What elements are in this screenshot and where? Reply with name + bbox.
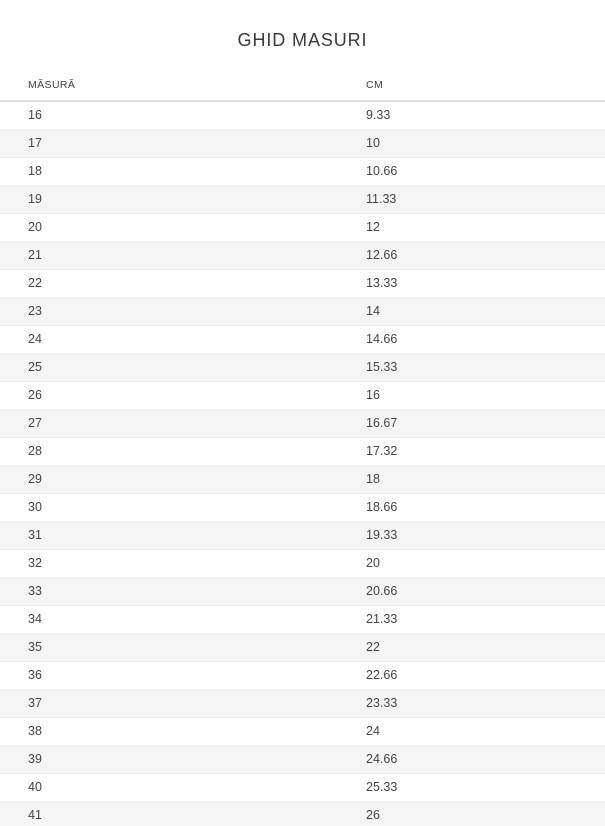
table-row: 38 24 [0,717,605,746]
size-table-container: MĂSURĂ CM 16 9.33 17 10 18 10.66 19 11.33 20 12 21… [0,77,605,826]
page-title: GHID MASURI [237,30,368,50]
table-row: 29 18 [0,465,605,494]
cell-size: 24 [0,325,348,354]
table-row: 17 10 [0,129,605,158]
table-row: 26 16 [0,381,605,410]
cell-size: 28 [0,437,348,466]
cell-cm: 16 [348,381,605,410]
cell-size: 31 [0,521,348,550]
table-row: 32 20 [0,549,605,578]
cell-cm: 17.32 [348,437,605,466]
cell-cm: 24.66 [348,745,605,774]
table-row: 25 15.33 [0,353,605,382]
table-row: 33 20.66 [0,577,605,606]
cell-cm: 26 [348,801,605,826]
cell-size: 16 [0,101,348,130]
table-header-row: MĂSURĂ CM [0,77,605,102]
cell-cm: 12 [348,213,605,242]
cell-cm: 15.33 [348,353,605,382]
cell-cm: 20.66 [348,577,605,606]
table-row: 16 9.33 [0,101,605,130]
table-row: 35 22 [0,633,605,662]
cell-size: 37 [0,689,348,718]
cell-cm: 11.33 [348,185,605,214]
cell-cm: 14.66 [348,325,605,354]
cell-cm: 12.66 [348,241,605,270]
cell-cm: 23.33 [348,689,605,718]
table-row: 34 21.33 [0,605,605,634]
cell-size: 32 [0,549,348,578]
cell-size: 34 [0,605,348,634]
cell-cm: 10.66 [348,157,605,186]
column-header-cm: CM [348,77,605,102]
table-row: 22 13.33 [0,269,605,298]
table-row: 40 25.33 [0,773,605,802]
cell-size: 39 [0,745,348,774]
cell-size: 38 [0,717,348,746]
table-body: 16 9.33 17 10 18 10.66 19 11.33 20 12 21 12.66 22 13.… [0,101,605,826]
table-row: 23 14 [0,297,605,326]
column-header-size: MĂSURĂ [0,77,348,102]
table-row: 19 11.33 [0,185,605,214]
cell-size: 30 [0,493,348,522]
cell-size: 20 [0,213,348,242]
cell-size: 21 [0,241,348,270]
cell-cm: 22.66 [348,661,605,690]
cell-cm: 22 [348,633,605,662]
size-guide-table: MĂSURĂ CM 16 9.33 17 10 18 10.66 19 11.33 20 12 21… [0,77,605,826]
cell-cm: 21.33 [348,605,605,634]
table-row: 39 24.66 [0,745,605,774]
table-row: 24 14.66 [0,325,605,354]
cell-cm: 18.66 [348,493,605,522]
cell-size: 35 [0,633,348,662]
cell-size: 29 [0,465,348,494]
cell-size: 23 [0,297,348,326]
cell-size: 41 [0,801,348,826]
cell-cm: 9.33 [348,101,605,130]
table-row: 21 12.66 [0,241,605,270]
table-header: MĂSURĂ CM [0,77,605,102]
cell-cm: 20 [348,549,605,578]
cell-size: 18 [0,157,348,186]
cell-size: 22 [0,269,348,298]
table-row: 36 22.66 [0,661,605,690]
cell-cm: 13.33 [348,269,605,298]
cell-size: 25 [0,353,348,382]
cell-cm: 19.33 [348,521,605,550]
cell-size: 40 [0,773,348,802]
cell-cm: 24 [348,717,605,746]
table-row: 20 12 [0,213,605,242]
cell-cm: 16.67 [348,409,605,438]
cell-size: 17 [0,129,348,158]
table-row: 18 10.66 [0,157,605,186]
cell-cm: 14 [348,297,605,326]
table-row: 28 17.32 [0,437,605,466]
cell-size: 27 [0,409,348,438]
cell-cm: 18 [348,465,605,494]
table-row: 27 16.67 [0,409,605,438]
table-row: 41 26 [0,801,605,826]
table-row: 37 23.33 [0,689,605,718]
cell-size: 36 [0,661,348,690]
table-row: 31 19.33 [0,521,605,550]
cell-cm: 10 [348,129,605,158]
cell-cm: 25.33 [348,773,605,802]
cell-size: 26 [0,381,348,410]
cell-size: 33 [0,577,348,606]
table-row: 30 18.66 [0,493,605,522]
cell-size: 19 [0,185,348,214]
